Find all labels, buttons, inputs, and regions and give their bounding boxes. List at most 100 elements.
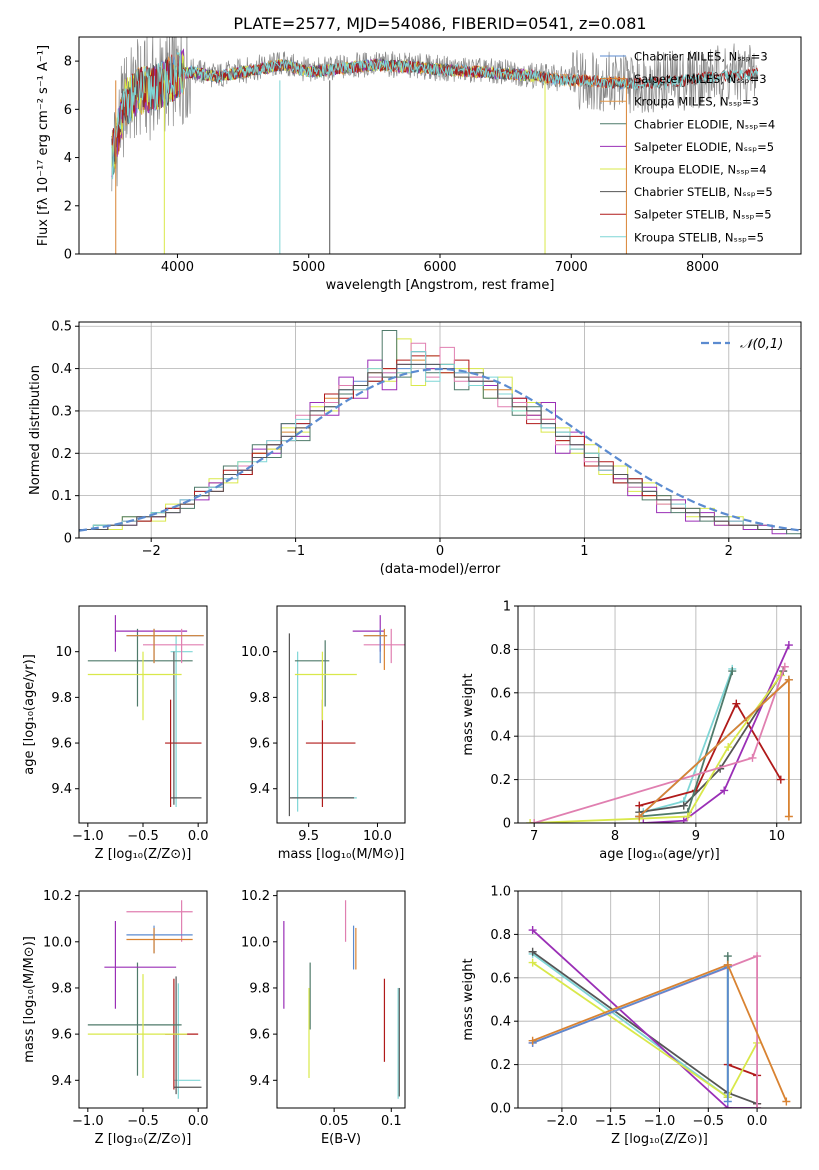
x-tick-label: −1.0 [644, 1114, 676, 1129]
y-tick-label: 9.8 [249, 691, 270, 706]
y-axis-label: mass weight [461, 673, 476, 755]
weight-marker [679, 801, 688, 810]
weight-marker [784, 675, 793, 684]
legend-label: Salpeter STELIB, Nₛₛₚ=5 [634, 208, 772, 222]
weight-marker [528, 947, 537, 956]
legend-label: Chabrier ELODIE, Nₛₛₚ=4 [634, 117, 775, 131]
panel-weight_vs_age: 7 8 9 10 0 0.2 0.4 0.6 0.8 1 age [log₁₀(age/yr)] ma… [461, 600, 802, 862]
x-tick-label: 0.0 [188, 829, 209, 844]
panel-mass_vs_Z: −1.0 −0.5 0.0 9.4 9.6 9.8 10.0 10.2 Z [log₁₀(Z/Z… [22, 889, 209, 1147]
x-tick-label: 4000 [161, 260, 194, 275]
axes-frame [78, 890, 208, 1109]
legend-label: Chabrier STELIB, Nₛₛₚ=5 [634, 185, 773, 199]
x-tick-label: −1.0 [72, 829, 104, 844]
x-tick-label: 9 [692, 829, 700, 844]
x-axis-label: wavelength [Angstrom, rest frame] [326, 278, 555, 293]
axes-frame [276, 890, 406, 1109]
y-tick-label: 10.2 [43, 889, 72, 904]
weight-marker [526, 819, 535, 823]
y-axis-label: mass [log₁₀(M/M⊙)] [22, 936, 37, 1063]
plot-area-mass_vs_ebv [283, 900, 400, 1099]
y-tick-label: 9.8 [51, 981, 72, 996]
figure-title: PLATE=2577, MJD=54086, FIBERID=0541, z=0… [233, 14, 646, 33]
x-axis-label: Z [log₁₀(Z/Z⊙)] [95, 847, 192, 862]
weight-line-chabrier_stelib [639, 670, 784, 813]
x-tick-label: 2 [725, 544, 733, 559]
legend-label: Kroupa STELIB, Nₛₛₚ=5 [634, 230, 764, 244]
y-tick-label: 10.0 [241, 935, 270, 950]
gaussian-reference-curve [79, 367, 801, 532]
y-tick-label: 0.8 [490, 928, 511, 943]
legend-label: Salpeter MILES, Nₛₛₚ=3 [634, 72, 767, 86]
weight-marker [723, 952, 732, 961]
x-tick-label: 0.05 [320, 1114, 349, 1129]
y-tick-label: 0.4 [490, 1015, 511, 1030]
y-tick-label: 0 [503, 817, 511, 832]
weight-marker [530, 819, 539, 823]
y-tick-label: 0.2 [490, 1058, 511, 1073]
weight-marker [679, 816, 688, 823]
weight-marker [753, 1104, 762, 1108]
y-tick-label: 0.5 [51, 320, 72, 335]
x-tick-label: 0.0 [188, 1114, 209, 1129]
y-axis-label: mass weight [461, 958, 476, 1040]
weight-marker [639, 819, 648, 823]
x-axis-label: Z [log₁₀(Z/Z⊙)] [95, 1132, 192, 1147]
plot-area-residuals [79, 322, 801, 538]
y-tick-label: 0.6 [490, 686, 511, 701]
y-tick-label: 10 [55, 645, 72, 660]
y-axis-label: age [log₁₀(age/yr)] [22, 654, 37, 775]
y-tick-label: 0.0 [490, 1102, 511, 1117]
x-tick-label: 9.5 [298, 829, 319, 844]
x-tick-label: 10 [768, 829, 785, 844]
x-axis-label: Z [log₁₀(Z/Z⊙)] [611, 1132, 708, 1147]
y-tick-label: 0 [64, 532, 72, 547]
weight-marker [732, 699, 741, 708]
weight-marker [784, 641, 793, 650]
x-tick-label: −0.5 [127, 829, 159, 844]
x-tick-label: −2 [142, 544, 161, 559]
weight-line-salpeter_elodie [643, 644, 790, 823]
y-tick-label: 9.4 [249, 1074, 270, 1089]
axes-frame [78, 605, 208, 824]
x-tick-label: 5000 [292, 260, 325, 275]
y-tick-label: 0.2 [490, 773, 511, 788]
weight-marker [784, 812, 793, 821]
y-tick-label: 0.6 [490, 971, 511, 986]
x-tick-label: −0.5 [127, 1114, 159, 1129]
y-tick-label: 9.6 [249, 1028, 270, 1043]
weight-marker [528, 1036, 537, 1045]
x-tick-label: 0 [436, 544, 444, 559]
plot-area-age_vs_mass [288, 615, 405, 817]
y-tick-label: 1.0 [490, 885, 511, 900]
x-axis-label: age [log₁₀(age/yr)] [599, 847, 720, 862]
weight-marker [683, 812, 692, 821]
panel-age_vs_mass: 9.5 10.0 9.4 9.6 9.8 10.0 mass [log₁₀(M/M⊙)] [241, 605, 406, 862]
y-tick-label: 9.6 [249, 737, 270, 752]
y-tick-label: 10.2 [241, 889, 270, 904]
weight-marker [720, 786, 729, 795]
x-tick-label: −1.5 [595, 1114, 627, 1129]
x-tick-label: 1 [580, 544, 588, 559]
weight-marker [782, 1097, 791, 1106]
panel-mass_vs_ebv: 0.05 0.1 9.4 9.6 9.8 10.0 10.2 E(B-V) [241, 889, 406, 1147]
x-tick-label: −2.0 [546, 1114, 578, 1129]
y-tick-label: 9.6 [51, 1028, 72, 1043]
y-tick-label: 2 [64, 199, 72, 214]
weight-marker [780, 662, 789, 671]
axes-frame [517, 605, 802, 824]
y-tick-label: 10.0 [43, 935, 72, 950]
weight-line-salpeter_miles [638, 677, 790, 818]
y-tick-label: 10.0 [241, 645, 270, 660]
x-tick-label: 7000 [555, 260, 588, 275]
x-tick-label: 10.0 [363, 829, 392, 844]
y-tick-label: 9.4 [51, 1074, 72, 1089]
x-axis-label: mass [log₁₀(M/M⊙)] [278, 847, 405, 862]
plot-area-mass_vs_Z [87, 900, 202, 1099]
plot-area-age_vs_Z [87, 615, 204, 808]
y-tick-label: 9.6 [51, 737, 72, 752]
x-tick-label: 7 [530, 829, 538, 844]
panel-residuals: −2 −1 0 1 2 0 0.1 0.2 0.3 0.4 0.5 (data-model)/erro… [28, 320, 802, 577]
